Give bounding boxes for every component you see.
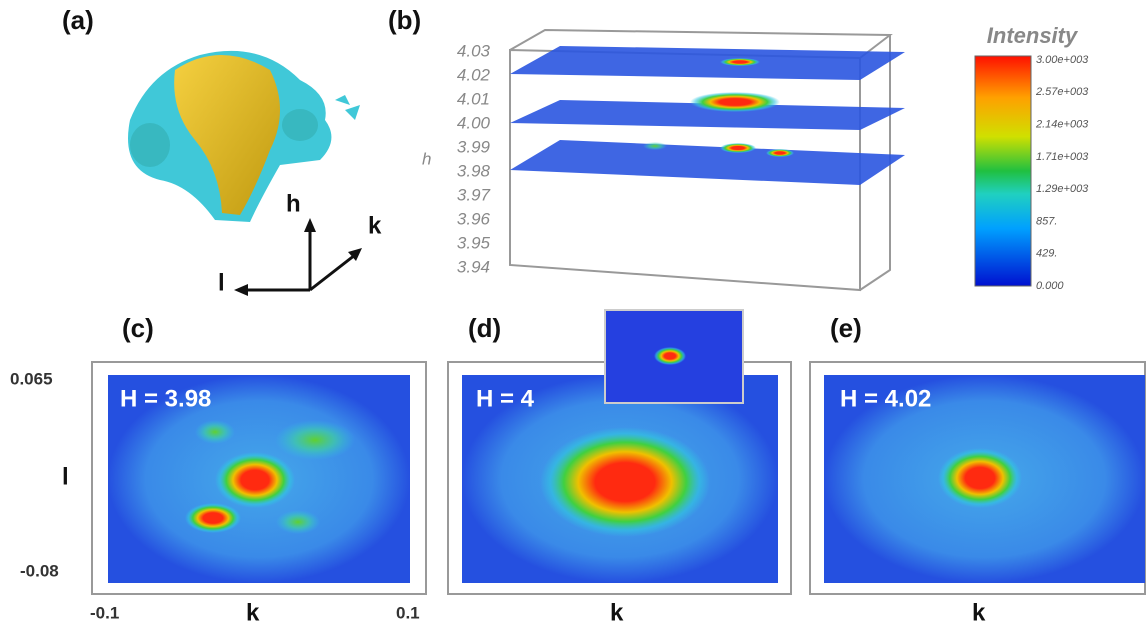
tick-label: -0.1 [90,603,119,622]
slice-planes [510,46,905,185]
panel-label: (b) [388,5,421,35]
tick-label: 3.97 [457,185,491,204]
slice-label: H = 3.98 [120,385,211,412]
colorbar-tick-label: 1.29e+003 [1036,183,1089,195]
axis-label: k [972,599,986,626]
panel-label: (c) [122,313,154,343]
colorbar [974,55,1032,287]
colorbar-tick-label: 857. [1036,215,1057,227]
isosurface [128,50,360,223]
axis-label: k [610,599,624,626]
tick-label: 0.065 [10,369,53,388]
colorbar-tick-label: 0.000 [1036,280,1064,292]
slice-label: H = 4 [476,385,535,412]
tick-label: 3.98 [457,161,491,180]
tick-label: 4.03 [457,41,491,60]
axis-label: l [62,463,69,490]
tick-label: 3.94 [457,257,490,276]
panel-label: (a) [62,5,94,35]
colorbar-title: Intensity [987,23,1079,48]
colorbar-tick-label: 2.14e+003 [1035,118,1089,130]
colorbar-tick-label: 3.00e+003 [1036,54,1089,66]
colorbar-tick-label: 429. [1036,248,1057,260]
colorbar-tick-label: 1.71e+003 [1036,151,1089,163]
colorbar-tick-label: 2.57e+003 [1035,86,1089,98]
axis-arrows [234,218,362,296]
panel-label: (d) [468,313,501,343]
tick-label: 3.96 [457,209,491,228]
slice-label: H = 4.02 [840,385,931,412]
panel-label: (e) [830,313,862,343]
tick-label: 4.00 [457,113,491,132]
tick-label: 0.1 [396,603,420,622]
tick-label: 3.99 [457,137,491,156]
axis-label: h [422,149,431,168]
axis-label: l [218,269,225,296]
tick-label: 4.01 [457,89,490,108]
heatmap [91,361,427,595]
axis-label: k [246,599,260,626]
tick-label: 3.95 [457,233,491,252]
tick-label: -0.08 [20,561,59,580]
heatmap [447,309,792,595]
tick-label: 4.02 [457,65,491,84]
axis-label: h [286,190,301,217]
heatmap [809,361,1146,595]
axis-label: k [368,212,382,239]
